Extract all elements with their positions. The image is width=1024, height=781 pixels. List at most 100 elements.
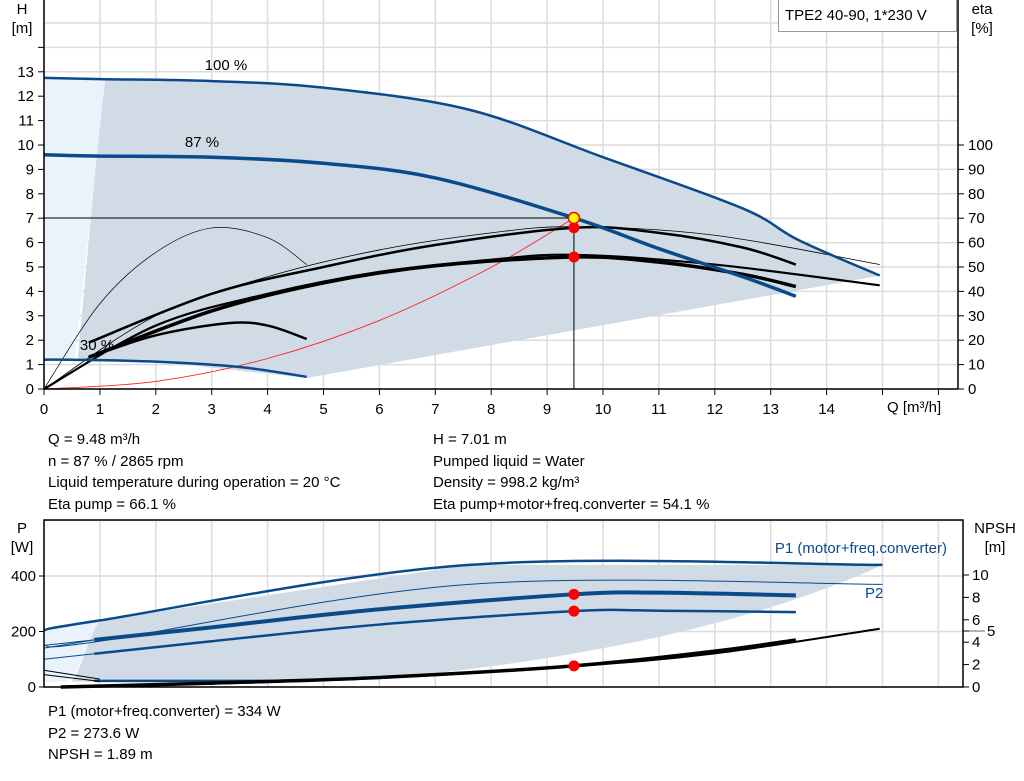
system-curve (43, 217, 575, 390)
p1-point (568, 588, 580, 600)
info-density: Density = 998.2 kg/m³ (433, 474, 580, 491)
efficiency-curve (88, 225, 797, 344)
eta-tick-label: 80 (968, 186, 985, 203)
eta-total-point (568, 251, 580, 263)
p-tick-label: 0 (28, 679, 36, 696)
power-plot-frame (43, 519, 964, 688)
npsh-tick-label: 5 (987, 623, 995, 640)
eta-axis-label: eta [%] (962, 0, 1002, 38)
eta-tick-label: 0 (968, 381, 976, 398)
chart-title: TPE2 40-90, 1*230 V (785, 7, 927, 24)
npsh-tick-label: 2 (972, 657, 980, 674)
info-bottom: P1 (motor+freq.converter) = 334 W P2 = 2… (48, 701, 281, 766)
npsh-tick-label: 8 (972, 589, 980, 606)
operating-area (77, 79, 880, 379)
q-tick-label: 9 (543, 401, 551, 418)
eta-axis-unit: [%] (971, 20, 993, 37)
npsh-tick-label: 6 (972, 612, 980, 629)
eta-tick-label: 20 (968, 332, 985, 349)
q-tick-label: 11 (651, 401, 667, 418)
efficiency-curve (43, 227, 307, 390)
h-tick-label: 10 (17, 137, 34, 154)
curve-label-100: 100 % (205, 57, 248, 74)
q-tick-label: 3 (208, 401, 216, 418)
efficiency-curve (43, 226, 880, 390)
q-tick-label: 7 (431, 401, 439, 418)
info-left: Q = 9.48 m³/h n = 87 % / 2865 rpm Liquid… (48, 429, 340, 515)
eta-tick-label: 90 (968, 161, 985, 178)
h-axis-name: H (16, 1, 28, 18)
info-speed: n = 87 % / 2865 rpm (48, 452, 184, 470)
npsh-axis-unit: [m] (984, 539, 1006, 556)
curve-label-30: 30 % (80, 337, 114, 354)
power-curve (43, 559, 883, 632)
h-tick-label: 8 (26, 186, 34, 203)
eta-tick-label: 30 (968, 308, 985, 325)
eta-tick-label: 10 (968, 357, 985, 374)
power-area (71, 564, 883, 683)
info-p2: P2 = 273.6 W (48, 724, 140, 742)
h-axis-label: H [m] (0, 0, 44, 38)
h-tick-label: 4 (26, 283, 34, 300)
eta-tick-label: 40 (968, 283, 985, 300)
speed-curve (43, 153, 797, 298)
info-temperature: Liquid temperature during operation = 20… (48, 474, 341, 491)
info-head: H = 7.01 m (433, 431, 507, 448)
power-area-light (44, 620, 100, 682)
h-tick-label: 6 (26, 235, 34, 252)
power-curve (94, 590, 796, 642)
npsh-axis-label: NPSH [m] (966, 519, 1024, 557)
h-tick-label: 11 (18, 113, 34, 130)
q-tick-label: 2 (152, 401, 160, 418)
q-tick-label: 8 (487, 401, 495, 418)
q-tick-label: 4 (263, 401, 271, 418)
npsh-tick-label: 4 (972, 634, 980, 651)
p1-series-label: P1 (motor+freq.converter) (775, 540, 947, 557)
info-liquid: Pumped liquid = Water (433, 452, 585, 470)
npsh-tick-label: 0 (972, 679, 980, 696)
npsh-curve (60, 627, 880, 688)
npsh-curve-extension (43, 669, 100, 682)
h-tick-label: 0 (26, 381, 34, 398)
speed-curve (43, 358, 307, 379)
info-right: H = 7.01 m Pumped liquid = Water Density… (433, 429, 709, 515)
eta-tick-label: 70 (968, 210, 985, 227)
p-axis-name: P (16, 520, 27, 537)
info-eta-pump: Eta pump = 66.1 % (48, 495, 176, 513)
h-tick-label: 2 (26, 332, 34, 349)
npsh-point (568, 660, 580, 672)
efficiency-curve (43, 253, 880, 390)
info-eta-total: Eta pump+motor+freq.converter = 54.1 % (433, 495, 710, 513)
h-tick-label: 12 (17, 88, 34, 105)
q-tick-label: 12 (706, 401, 723, 418)
p-tick-label: 400 (11, 568, 36, 585)
duty-point (567, 211, 581, 225)
p-axis-unit: [W] (10, 539, 34, 556)
eta-tick-label: 60 (968, 235, 985, 252)
p-axis-label: P [W] (0, 519, 44, 557)
eta-tick-label: 50 (968, 259, 985, 276)
eta-axis-name: eta (971, 1, 993, 18)
speed-curve (43, 76, 881, 277)
power-curve (43, 579, 883, 648)
p2-series-label: P2 (865, 585, 883, 602)
power-curve (94, 608, 796, 655)
info-npsh: NPSH = 1.89 m (48, 746, 153, 763)
q-axis-label: Q [m³/h] (887, 399, 942, 416)
q-tick-label: 1 (96, 401, 104, 418)
q-tick-label: 0 (40, 401, 48, 418)
q-tick-label: 10 (595, 401, 612, 418)
curve-label-87: 87 % (185, 134, 219, 151)
h-tick-label: 5 (26, 259, 34, 276)
h-tick-label: 7 (26, 210, 34, 227)
q-tick-label: 13 (762, 401, 779, 418)
p2-point (568, 605, 580, 617)
h-tick-label: 9 (26, 161, 34, 178)
info-p1: P1 (motor+freq.converter) = 334 W (48, 703, 281, 720)
chart-title-box: TPE2 40-90, 1*230 V (778, 0, 957, 32)
q-tick-label: 6 (375, 401, 383, 418)
power-curve-extension (43, 619, 100, 631)
efficiency-curve (88, 321, 308, 359)
